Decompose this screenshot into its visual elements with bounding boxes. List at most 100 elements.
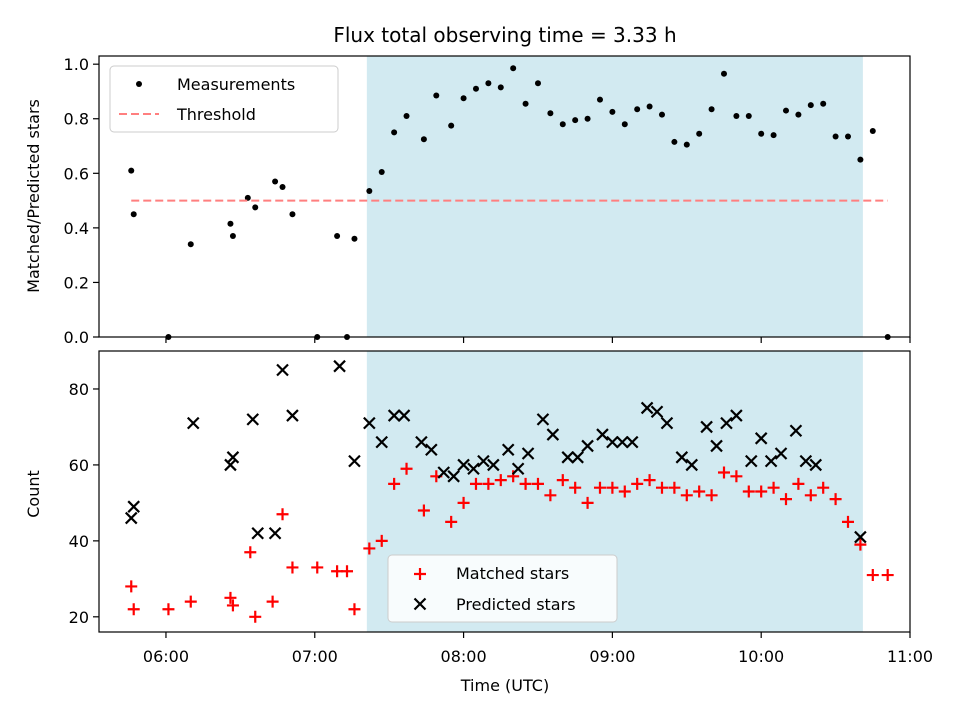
measurement-point — [634, 106, 641, 113]
legend-matched-label: Matched stars — [456, 564, 569, 583]
matched-star-point — [779, 493, 792, 506]
x-tick-label: 07:00 — [292, 647, 338, 666]
matched-star-point — [127, 603, 140, 616]
matched-star-point — [556, 474, 569, 487]
predicted-star-point — [774, 447, 788, 460]
predicted-star-point — [333, 359, 346, 373]
predicted-star-point — [363, 416, 376, 430]
axes-frame — [98, 55, 911, 338]
measurement-point — [510, 65, 517, 72]
predicted-star-point — [226, 451, 240, 464]
matched-star-point — [866, 569, 879, 582]
chart-title: Flux total observing time = 3.33 h — [333, 23, 676, 47]
measurement-point — [795, 111, 802, 118]
measurement-point — [448, 122, 455, 129]
predicted-star-point — [268, 526, 282, 540]
measurement-point — [334, 233, 341, 240]
predicted-star-point — [375, 435, 389, 449]
y-tick-label: 80 — [69, 380, 89, 399]
matched-star-point — [266, 595, 279, 608]
matched-star-point — [841, 515, 854, 528]
matched-star-point — [680, 489, 693, 502]
measurement-point — [252, 204, 259, 211]
y-tick-label: 20 — [69, 608, 89, 627]
measurement-point — [244, 194, 251, 201]
legend-predicted-marker — [413, 597, 427, 611]
predicted-star-point — [286, 409, 299, 422]
predicted-star-point — [224, 458, 237, 472]
predicted-star-point — [415, 435, 428, 449]
measurement-point — [733, 113, 740, 120]
predicted-star-point — [124, 511, 138, 525]
matched-star-point — [457, 496, 470, 509]
measurement-point — [770, 132, 777, 139]
y-tick-label: 0.4 — [64, 219, 89, 238]
measurement-point — [696, 130, 703, 137]
matched-star-point — [767, 481, 780, 494]
matched-star-point — [375, 534, 388, 547]
matched-star-point — [606, 481, 619, 494]
y-tick-label: 40 — [69, 532, 89, 551]
predicted-star-point — [764, 454, 778, 468]
matched-star-point — [881, 569, 894, 582]
measurement-point — [229, 233, 236, 240]
predicted-star-point — [477, 454, 490, 468]
predicted-star-point — [447, 470, 460, 483]
measurement-point — [187, 241, 194, 248]
matched-star-point — [400, 462, 413, 475]
matched-star-point — [829, 493, 842, 506]
predicted-star-point — [251, 526, 265, 540]
predicted-star-point — [744, 454, 758, 468]
observing-window-band — [366, 56, 863, 337]
predicted-star-point — [710, 439, 723, 453]
predicted-star-point — [650, 405, 664, 419]
measurement-point — [758, 130, 765, 137]
predicted-star-point — [186, 416, 200, 430]
matched-star-point — [581, 496, 594, 509]
measurement-point — [130, 211, 137, 218]
y-tick-label: 1.0 — [64, 55, 89, 74]
predicted-star-point — [799, 454, 813, 468]
top-ylabel: Matched/Predicted stars — [24, 99, 43, 293]
matched-star-point — [705, 489, 718, 502]
measurement-point — [289, 211, 296, 218]
measurement-point — [351, 235, 358, 242]
matched-star-point — [224, 591, 237, 604]
bottom-axes: 20 40 60 80 06:00 07:00 08:00 09:00 10:00 11:00 Ma… — [69, 350, 933, 666]
measurement-point — [745, 113, 752, 120]
predicted-star-point — [467, 462, 480, 475]
predicted-star-point — [675, 451, 689, 464]
predicted-star-point — [501, 443, 515, 457]
matched-star-point — [162, 603, 175, 616]
predicted-star-point — [616, 435, 629, 449]
predicted-star-point — [521, 447, 535, 460]
matched-star-point — [631, 477, 644, 490]
matched-star-point — [792, 477, 805, 490]
predicted-star-point — [546, 428, 560, 441]
matched-star-point — [717, 466, 730, 479]
y-tick-label: 60 — [69, 456, 89, 475]
legend-threshold-label: Threshold — [176, 105, 256, 124]
matched-star-point — [445, 515, 458, 528]
predicted-star-point — [127, 500, 140, 513]
legend: Matched stars Predicted stars — [387, 554, 618, 623]
predicted-star-point — [754, 432, 768, 445]
matched-star-point — [249, 610, 262, 623]
top-axes: 0.0 0.2 0.4 0.6 0.8 1.0 Measurements Threshold — [64, 55, 911, 347]
matched-star-point — [125, 580, 138, 593]
measurement-point — [534, 80, 541, 87]
matched-star-point — [276, 508, 289, 521]
matched-star-point — [655, 481, 668, 494]
legend-predicted-label: Predicted stars — [456, 595, 576, 614]
predicted-star-point — [606, 435, 619, 449]
matched-star-point — [593, 481, 606, 494]
matched-star-point — [817, 481, 830, 494]
measurement-point — [596, 96, 603, 103]
measurement-point — [472, 85, 479, 92]
measurement-point — [832, 133, 839, 140]
predicted-star-point — [854, 530, 867, 544]
measurement-point — [227, 220, 234, 227]
predicted-star-point — [397, 409, 411, 422]
legend-matched-marker — [414, 568, 426, 580]
x-tick-label: 08:00 — [441, 647, 487, 666]
